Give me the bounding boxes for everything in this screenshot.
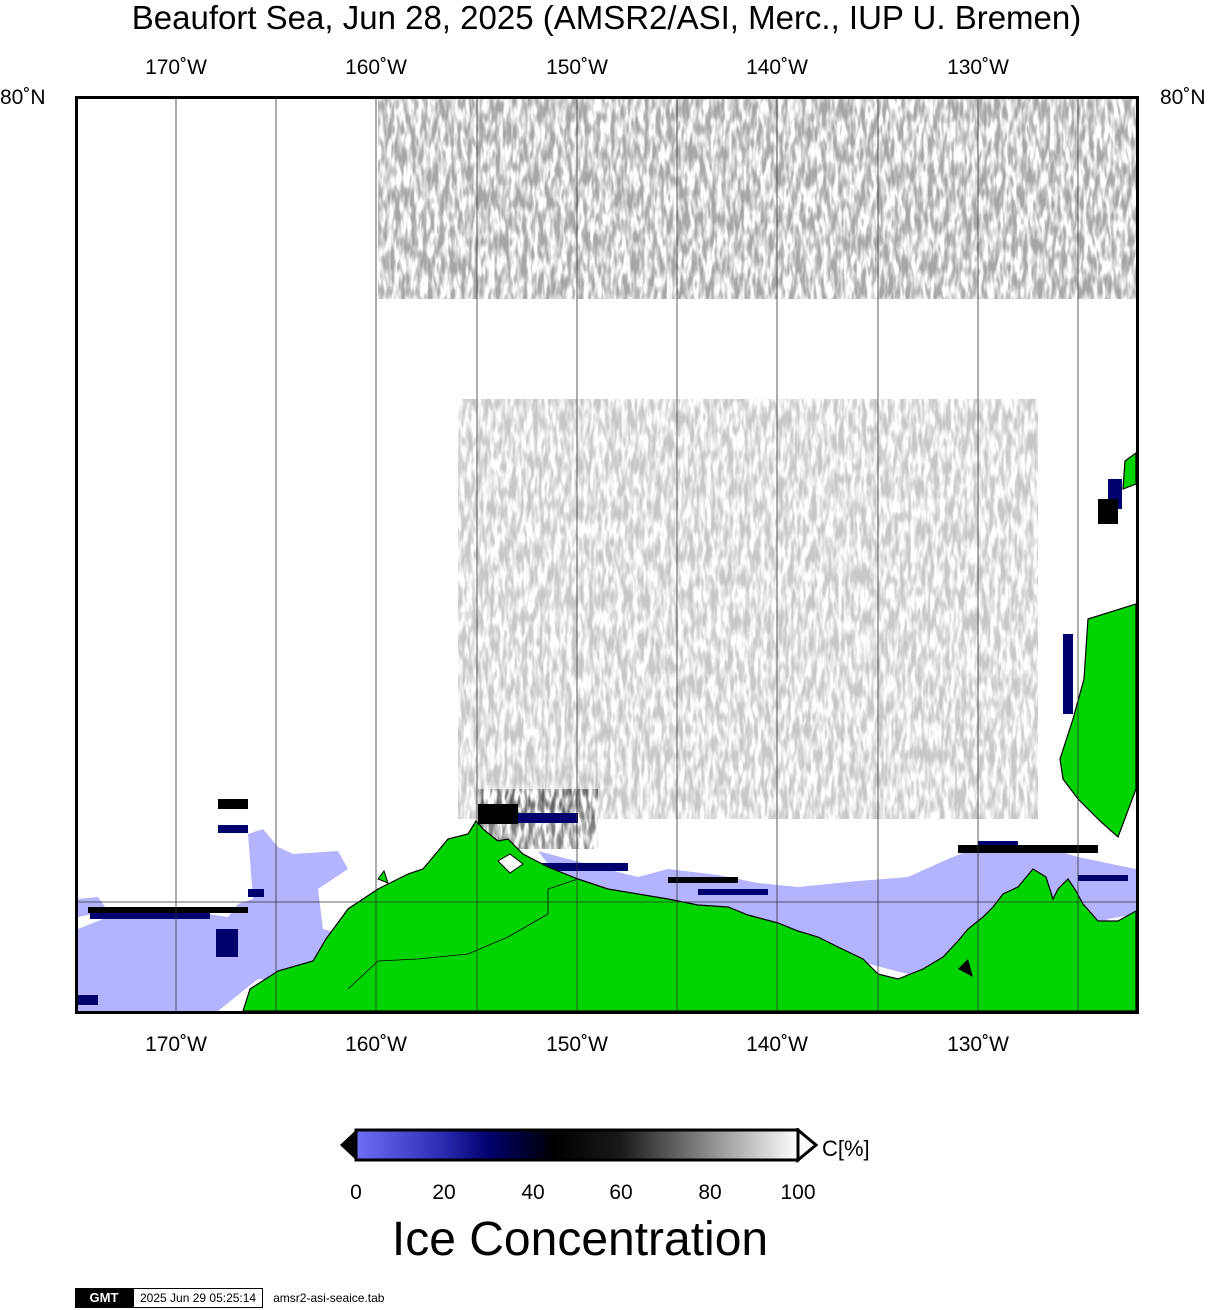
ice-concentration-map xyxy=(75,96,1139,1014)
lon-label-top-170w: 170˚W xyxy=(145,56,207,79)
lat-label-right-80n: 80˚N xyxy=(1160,86,1206,109)
colorbar-title: Ice Concentration xyxy=(391,1213,769,1266)
meridian-gridlines xyxy=(175,99,1079,1011)
colorbar-low-triangle xyxy=(340,1130,356,1160)
ice-edge-fringe xyxy=(78,479,1128,1005)
coastal-features xyxy=(377,853,973,977)
timestamp: 2025 Jun 29 05:25:14 xyxy=(133,1288,264,1308)
lon-label-top-150w: 150˚W xyxy=(546,56,608,79)
colorbar-tick-80: 80 xyxy=(698,1181,722,1204)
lon-label-top-130w: 130˚W xyxy=(947,56,1009,79)
data-filename: amsr2-asi-seaice.tab xyxy=(273,1291,385,1305)
interior-border-line xyxy=(347,878,579,990)
colorbar-tick-100: 100 xyxy=(780,1181,816,1204)
lon-label-bottom-150w: 150˚W xyxy=(546,1033,608,1056)
lon-label-top-160w: 160˚W xyxy=(345,56,407,79)
lon-label-bottom-170w: 170˚W xyxy=(145,1033,207,1056)
colorbar-ramp xyxy=(354,1128,800,1162)
map-canvas xyxy=(78,99,1136,1011)
lon-label-bottom-140w: 140˚W xyxy=(746,1033,808,1056)
colorbar-high-triangle xyxy=(796,1128,819,1164)
map-title: Beaufort Sea, Jun 28, 2025 (AMSR2/ASI, M… xyxy=(131,0,1082,36)
colorbar-tick-20: 20 xyxy=(432,1181,456,1204)
colorbar-tick-0: 0 xyxy=(350,1181,362,1204)
lat-label-left-80n: 80˚N xyxy=(0,86,46,109)
colorbar-tick-40: 40 xyxy=(521,1181,545,1204)
lon-label-top-140w: 140˚W xyxy=(746,56,808,79)
lon-label-bottom-160w: 160˚W xyxy=(345,1033,407,1056)
lon-label-bottom-130w: 130˚W xyxy=(947,1033,1009,1056)
colorbar-unit: C[%] xyxy=(822,1136,870,1161)
colorbar xyxy=(340,1128,819,1164)
gmt-logo: GMT xyxy=(75,1288,133,1308)
footer: GMT 2025 Jun 29 05:25:14 amsr2-asi-seaice.… xyxy=(75,1288,384,1308)
land-mass xyxy=(242,452,1136,1011)
ice-edge-dark xyxy=(88,499,1118,913)
colorbar-tick-60: 60 xyxy=(609,1181,633,1204)
